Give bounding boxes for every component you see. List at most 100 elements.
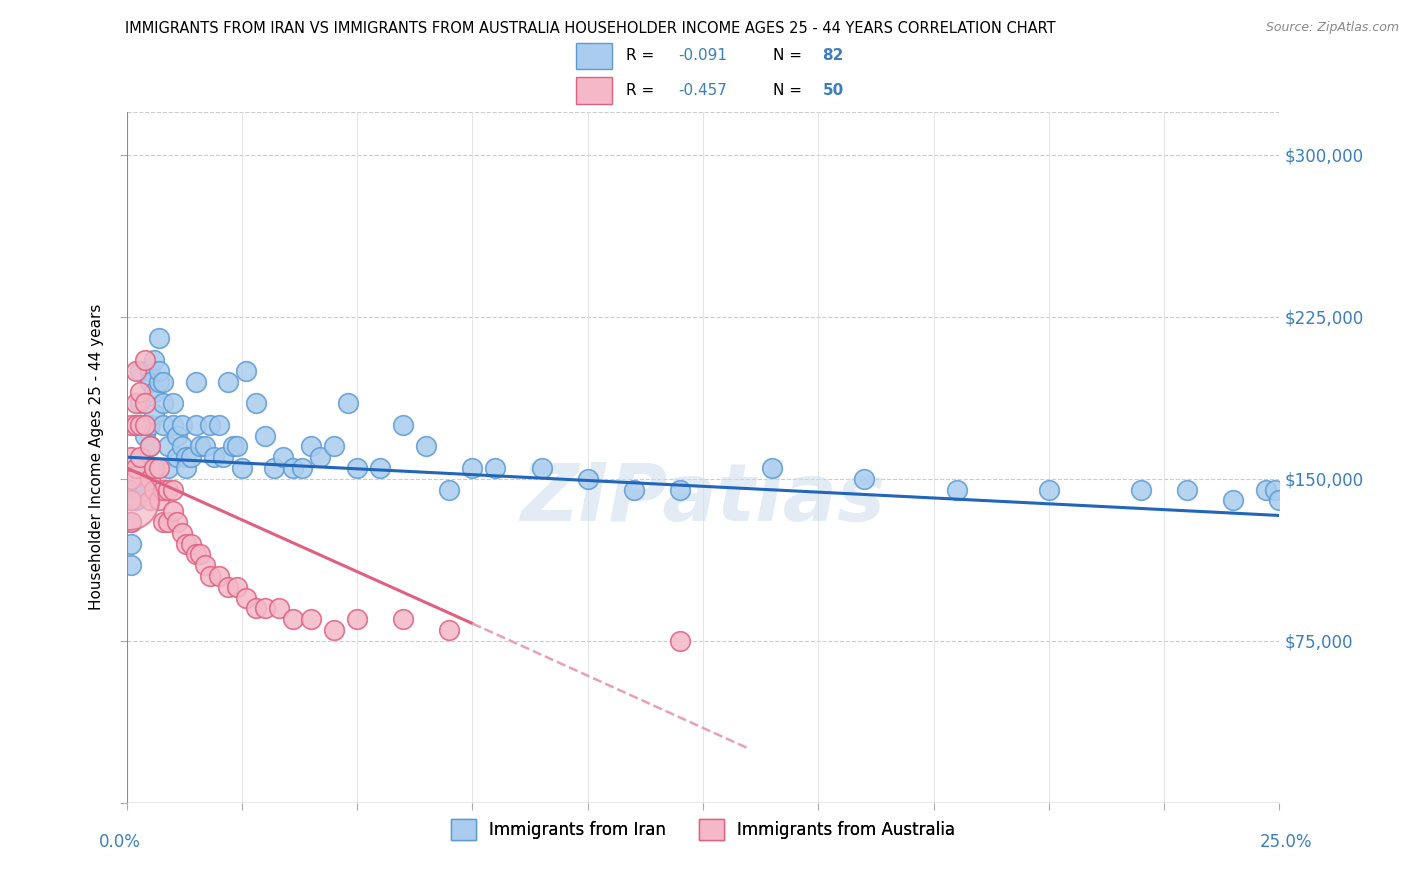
Point	[323, 439, 346, 453]
Point	[120, 450, 142, 464]
Text: R =: R =	[626, 48, 659, 63]
Point	[162, 396, 184, 410]
Text: -0.091: -0.091	[678, 48, 727, 63]
Point	[217, 580, 239, 594]
Point	[253, 601, 276, 615]
Point	[291, 461, 314, 475]
Point	[273, 450, 295, 464]
Point	[576, 472, 599, 486]
Point	[170, 525, 193, 540]
Point	[1264, 483, 1286, 497]
Point	[166, 450, 188, 464]
Point	[129, 364, 152, 378]
Point	[138, 439, 160, 453]
Point	[1130, 483, 1153, 497]
Point	[245, 601, 267, 615]
Point	[1268, 493, 1291, 508]
Point	[157, 461, 180, 475]
Point	[235, 364, 257, 378]
Point	[125, 417, 148, 432]
Point	[281, 612, 304, 626]
Point	[138, 375, 160, 389]
Point	[162, 417, 184, 432]
Point	[392, 417, 415, 432]
Point	[148, 461, 170, 475]
Point	[184, 547, 207, 561]
Point	[170, 439, 193, 453]
Point	[148, 331, 170, 345]
Point	[143, 461, 166, 475]
Point	[120, 483, 142, 497]
Point	[945, 483, 967, 497]
Point	[853, 472, 876, 486]
Text: N =: N =	[773, 48, 807, 63]
Point	[143, 483, 166, 497]
Legend: Immigrants from Iran, Immigrants from Australia: Immigrants from Iran, Immigrants from Au…	[444, 813, 962, 847]
Point	[157, 483, 180, 497]
Point	[143, 385, 166, 400]
Point	[148, 364, 170, 378]
Point	[669, 633, 692, 648]
Point	[166, 428, 188, 442]
Text: ZIPatlas: ZIPatlas	[520, 459, 886, 538]
Point	[129, 450, 152, 464]
Point	[194, 439, 217, 453]
Point	[484, 461, 506, 475]
Point	[439, 483, 461, 497]
Point	[245, 396, 267, 410]
Point	[138, 493, 160, 508]
Point	[152, 375, 174, 389]
Point	[368, 461, 391, 475]
Text: N =: N =	[773, 83, 807, 98]
Point	[267, 601, 290, 615]
Point	[120, 558, 142, 573]
Point	[226, 580, 249, 594]
Point	[263, 461, 285, 475]
Point	[125, 461, 148, 475]
Point	[530, 461, 553, 475]
Point	[125, 493, 148, 508]
Point	[323, 623, 346, 637]
Text: 50: 50	[823, 83, 844, 98]
Point	[157, 439, 180, 453]
Point	[202, 450, 225, 464]
Point	[125, 461, 148, 475]
Point	[346, 612, 368, 626]
Point	[761, 461, 783, 475]
Point	[415, 439, 437, 453]
Point	[118, 493, 141, 508]
Point	[217, 375, 239, 389]
Point	[143, 407, 166, 421]
Point	[120, 536, 142, 550]
Text: R =: R =	[626, 83, 659, 98]
Point	[194, 558, 217, 573]
Point	[120, 493, 142, 508]
Point	[221, 439, 243, 453]
Point	[180, 450, 202, 464]
Point	[143, 353, 166, 368]
Point	[188, 547, 211, 561]
Point	[281, 461, 304, 475]
Point	[129, 417, 152, 432]
Point	[134, 483, 156, 497]
Bar	[576, 78, 612, 104]
Text: 0.0%: 0.0%	[98, 833, 141, 851]
Point	[138, 417, 160, 432]
Point	[184, 417, 207, 432]
Point	[138, 364, 160, 378]
Point	[120, 472, 142, 486]
Point	[299, 612, 322, 626]
Point	[180, 536, 202, 550]
Point	[1038, 483, 1060, 497]
Point	[198, 569, 221, 583]
Point	[176, 450, 198, 464]
Point	[129, 396, 152, 410]
Point	[198, 417, 221, 432]
Point	[170, 417, 193, 432]
Point	[1175, 483, 1198, 497]
Point	[346, 461, 368, 475]
Point	[184, 375, 207, 389]
Point	[134, 353, 156, 368]
Point	[623, 483, 645, 497]
Point	[152, 417, 174, 432]
